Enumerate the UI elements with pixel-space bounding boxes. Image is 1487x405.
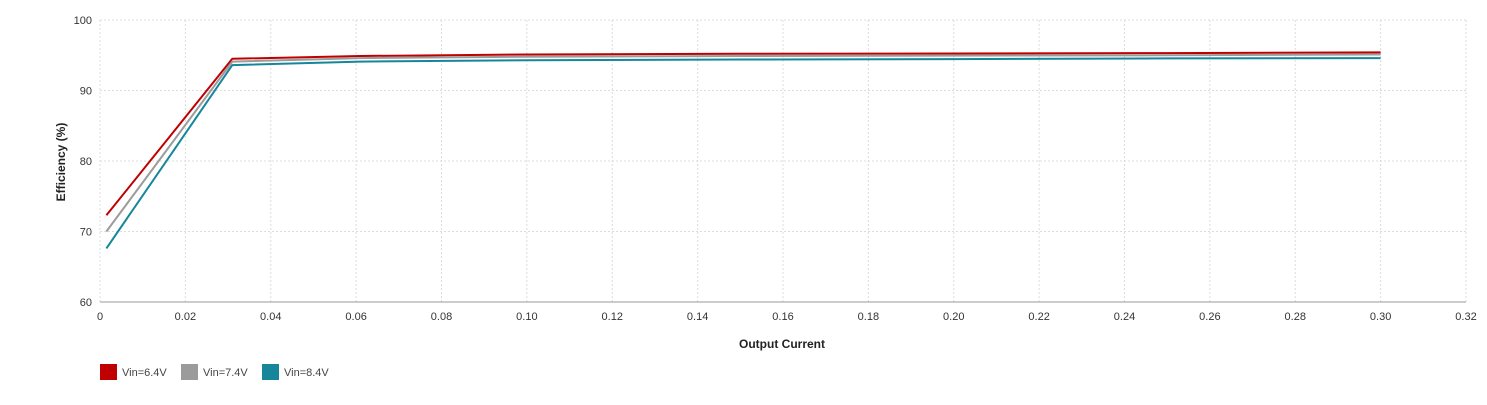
legend: Vin=6.4V Vin=7.4V Vin=8.4V — [100, 364, 329, 380]
legend-swatch — [100, 364, 117, 380]
x-tick-label: 0.10 — [516, 311, 537, 323]
x-tick-label: 0.30 — [1370, 311, 1391, 323]
series-line — [105, 53, 1381, 233]
legend-swatch — [262, 364, 279, 380]
series-line — [105, 57, 1381, 249]
x-tick-label: 0.06 — [345, 311, 366, 323]
legend-swatch — [181, 364, 198, 380]
y-tick-label: 80 — [80, 156, 92, 168]
x-tick-label: 0.28 — [1285, 311, 1306, 323]
x-axis-title: Output Current — [739, 337, 825, 351]
y-tick-label: 60 — [80, 297, 92, 309]
legend-label: Vin=8.4V — [284, 367, 329, 379]
x-tick-label: 0 — [97, 311, 103, 323]
series-lines — [105, 51, 1381, 249]
x-tick-label: 0.12 — [602, 311, 623, 323]
x-tick-label: 0.32 — [1455, 311, 1476, 323]
x-tick-label: 0.04 — [260, 311, 281, 323]
x-tick-label: 0.22 — [1028, 311, 1049, 323]
x-tick-label: 0.26 — [1199, 311, 1220, 323]
series-line — [105, 51, 1381, 216]
x-tick-label: 0.16 — [772, 311, 793, 323]
legend-label: Vin=6.4V — [122, 367, 167, 379]
x-tick-label: 0.08 — [431, 311, 452, 323]
y-tick-label: 90 — [80, 86, 92, 98]
y-axis-title: Efficiency (%) — [54, 123, 68, 202]
legend-label: Vin=7.4V — [203, 367, 248, 379]
grid — [99, 19, 1467, 302]
x-tick-label: 0.18 — [858, 311, 879, 323]
x-tick-labels: 0 0.02 0.04 0.06 0.08 0.10 0.12 0.14 0.16 0.18 0.2… — [97, 311, 1477, 323]
x-tick-label: 0.14 — [687, 311, 708, 323]
y-tick-labels: 60 70 80 90 100 — [74, 15, 92, 309]
x-tick-label: 0.24 — [1114, 311, 1135, 323]
y-tick-label: 100 — [74, 15, 92, 27]
y-tick-label: 70 — [80, 227, 92, 239]
x-tick-label: 0.20 — [943, 311, 964, 323]
x-tick-label: 0.02 — [175, 311, 196, 323]
